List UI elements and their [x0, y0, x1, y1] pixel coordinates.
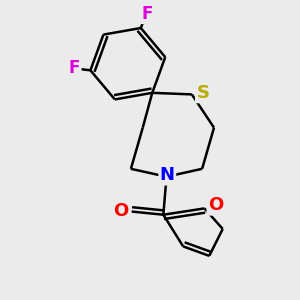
Text: F: F	[69, 59, 80, 77]
Text: O: O	[113, 202, 128, 220]
Text: S: S	[196, 84, 209, 102]
Text: N: N	[160, 166, 175, 184]
Text: F: F	[142, 5, 153, 23]
Text: O: O	[208, 196, 223, 214]
